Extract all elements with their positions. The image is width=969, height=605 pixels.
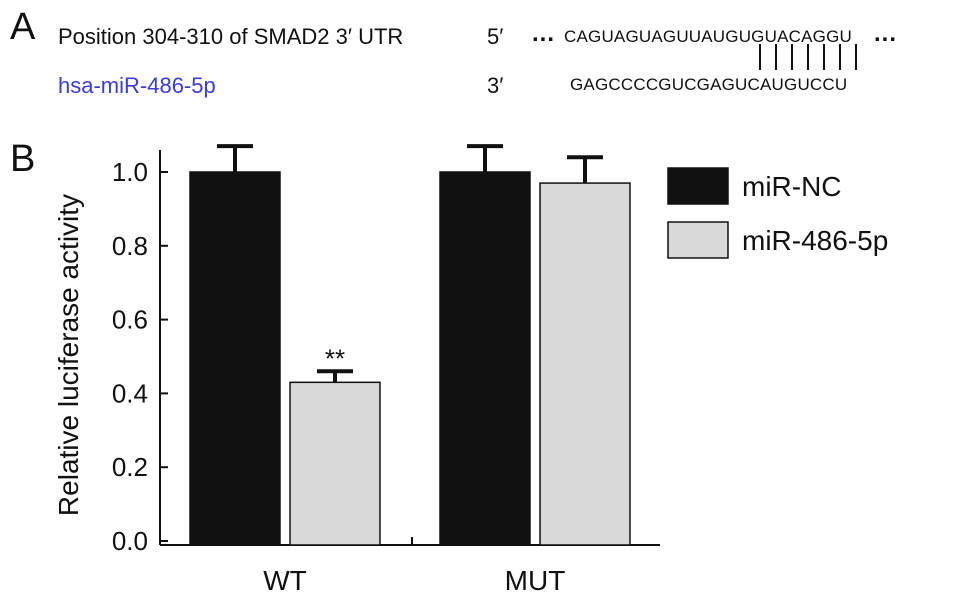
- base-pair-line: [791, 44, 793, 70]
- mirna-three-prime: 3′: [487, 73, 504, 98]
- base-pair-line: [775, 44, 777, 70]
- target-site-label: Position 304-310 of SMAD2 3′ UTR: [58, 24, 404, 49]
- panel-a-label: A: [10, 6, 36, 48]
- base-pair-line: [839, 44, 841, 70]
- bar: [289, 381, 381, 546]
- target-sequence: CAGUAGUAGUUAUGUGUACAGGU: [564, 27, 852, 46]
- base-pair-line: [807, 44, 809, 70]
- y-tick-label: 1.0: [112, 157, 148, 187]
- mirna-label: hsa-miR-486-5p: [58, 73, 216, 98]
- x-category-label: WT: [263, 565, 307, 596]
- base-pair-line: [759, 44, 761, 70]
- bar: [439, 171, 531, 546]
- base-pair-lines: [759, 44, 869, 70]
- y-tick-label: 0.0: [112, 526, 148, 556]
- y-tick-label: 0.8: [112, 231, 148, 261]
- y-tick-label: 0.6: [112, 305, 148, 335]
- legend-label: miR-486-5p: [742, 225, 888, 256]
- mirna-sequence: GAGCCCCGUCGAGUCAUGUCCU: [570, 75, 848, 94]
- legend-swatch: [667, 167, 729, 205]
- legend-swatch: [667, 221, 729, 259]
- target-five-prime: 5′: [487, 24, 504, 49]
- target-leading-ellipsis: ...: [532, 20, 556, 47]
- panel-b-label: B: [10, 138, 36, 180]
- y-axis-label: Relative luciferase activity: [53, 194, 84, 516]
- y-tick-label: 0.4: [112, 378, 148, 408]
- target-trailing-ellipsis: ...: [874, 20, 898, 47]
- base-pair-line: [823, 44, 825, 70]
- bar: [189, 171, 281, 546]
- legend-label: miR-NC: [742, 171, 842, 202]
- y-tick-label: 0.2: [112, 452, 148, 482]
- bar: [539, 182, 631, 546]
- base-pair-line: [855, 44, 857, 70]
- x-category-label: MUT: [505, 565, 566, 596]
- significance-annotation: **: [325, 343, 345, 373]
